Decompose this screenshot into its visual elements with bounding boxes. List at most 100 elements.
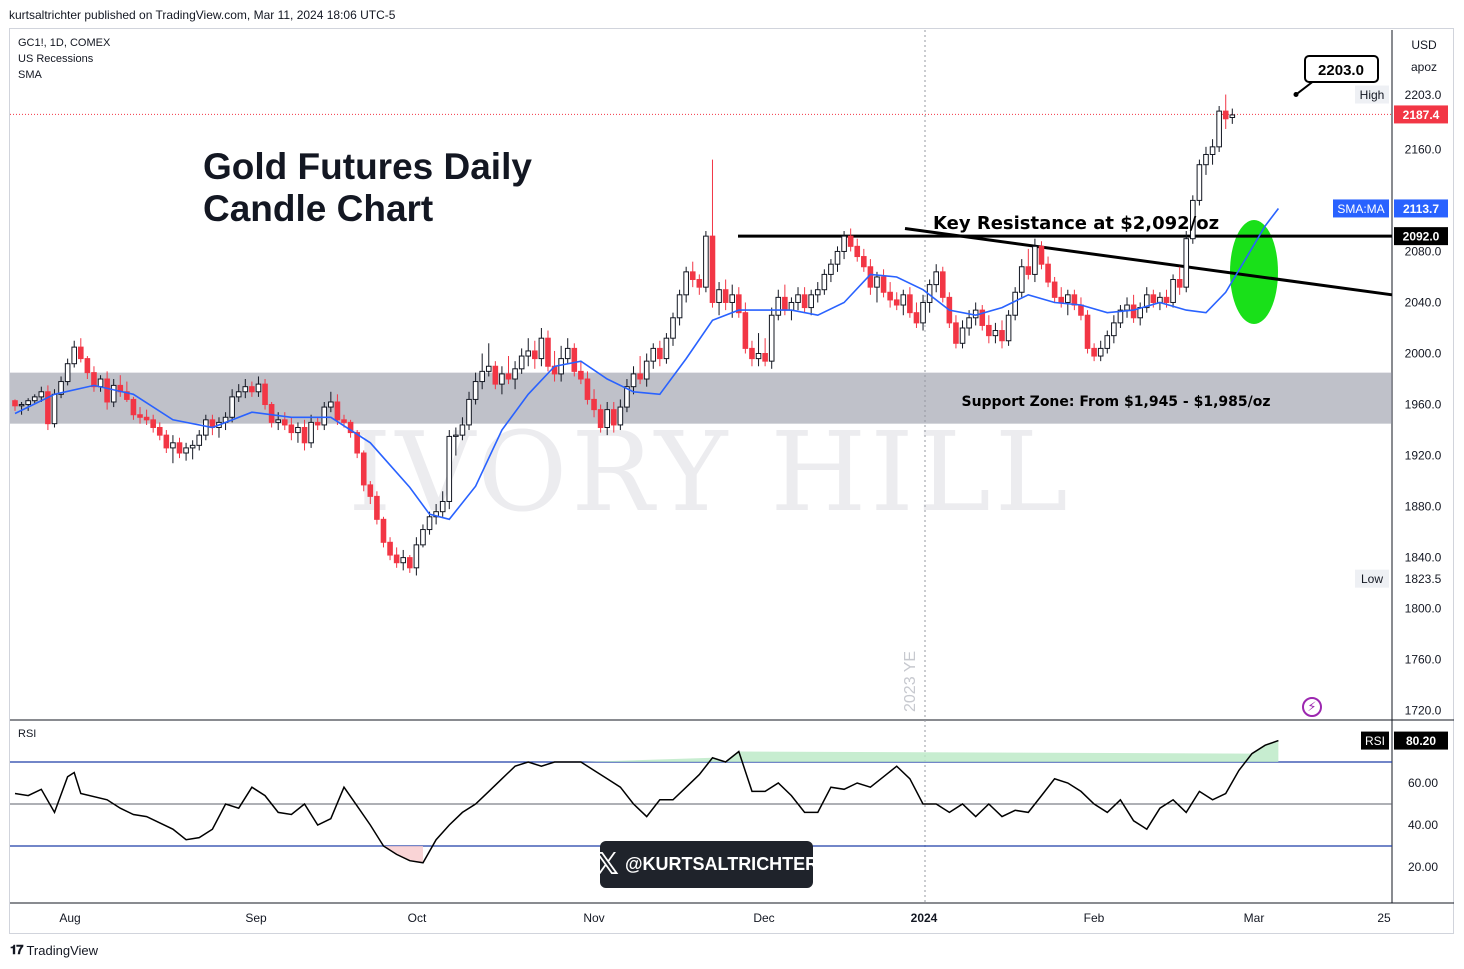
candle-body — [347, 421, 354, 434]
candle-body — [782, 296, 788, 311]
candle-body — [834, 250, 841, 265]
candle-body — [1124, 304, 1130, 311]
candle-body — [51, 393, 58, 425]
legend-sma[interactable]: SMA — [18, 69, 42, 81]
candle-body — [1045, 263, 1051, 283]
candle-body — [459, 424, 466, 436]
candle-body — [1222, 110, 1229, 120]
candle-body — [1143, 294, 1150, 309]
candle-body — [124, 391, 130, 400]
candle-body — [137, 414, 143, 418]
breakout-highlight — [1230, 220, 1278, 324]
candle-body — [499, 373, 505, 385]
rsi-value-badge — [1394, 731, 1448, 750]
candle-body — [1229, 114, 1236, 118]
candle-body — [328, 401, 334, 408]
unit-label[interactable]: apoz — [1410, 60, 1438, 74]
legend-symbol[interactable]: GC1!, 1D, COMEX — [18, 37, 111, 49]
candle-body — [354, 432, 360, 454]
candle-body — [953, 322, 959, 344]
candle-body — [913, 312, 920, 324]
candle-body — [1065, 294, 1071, 303]
candle-body — [91, 372, 97, 388]
candle-body — [334, 401, 341, 421]
candle-body — [880, 276, 887, 293]
rsi-value: 80.20 — [1406, 734, 1436, 748]
candle-body — [314, 421, 321, 426]
candle-body — [242, 386, 249, 393]
candle-body — [584, 378, 591, 400]
candle-body — [439, 500, 446, 513]
y-tick-label: 2160.0 — [1405, 142, 1442, 156]
candle-body — [485, 365, 492, 372]
resistance-value: 2092.0 — [1403, 230, 1440, 244]
candles — [12, 94, 1236, 576]
candle-body — [1183, 238, 1190, 288]
rsi-oversold-fill — [383, 846, 423, 863]
candle-body — [84, 358, 91, 374]
y-tick-label: 1760.0 — [1405, 653, 1442, 667]
candle-body — [12, 400, 18, 407]
candle-body — [97, 378, 104, 388]
candle-body — [38, 391, 45, 398]
candle-body — [64, 363, 71, 383]
candle-body — [637, 373, 643, 380]
candle-body — [1038, 245, 1045, 265]
rsi-title: RSI — [18, 728, 37, 740]
candle-body — [657, 347, 663, 360]
candle-body — [479, 370, 485, 383]
candle-body — [610, 409, 617, 426]
candle-body — [301, 426, 308, 444]
rsi-overbought-fill — [528, 740, 1279, 762]
candle-body — [360, 452, 367, 486]
legend-recessions[interactable]: US Recessions — [18, 53, 94, 65]
y-tick-label: 1960.0 — [1405, 398, 1442, 412]
currency-label[interactable]: USD — [1411, 38, 1437, 52]
candle-body — [400, 557, 407, 564]
candle-body — [492, 365, 499, 385]
candle-body — [518, 355, 525, 370]
candle-body — [1051, 281, 1058, 298]
candle-body — [939, 271, 946, 298]
rsi-name-badge — [1361, 731, 1389, 750]
candle-body — [275, 419, 281, 423]
footer-brand[interactable]: TradingView — [26, 942, 99, 958]
y-tick-label: 1840.0 — [1405, 551, 1442, 565]
candle-body — [604, 409, 611, 428]
candle-body — [1170, 279, 1176, 303]
candle-body — [887, 291, 893, 301]
lightning-icon[interactable]: ⚡ — [1302, 697, 1322, 717]
candle-body — [176, 442, 183, 454]
candle-body — [999, 330, 1005, 342]
candle-body — [676, 294, 683, 319]
candle-body — [1203, 153, 1209, 166]
trend-line — [904, 226, 1393, 297]
candle-body — [762, 353, 768, 362]
candle-body — [1012, 291, 1018, 316]
candle-body — [130, 398, 137, 416]
candle-body — [1209, 146, 1216, 155]
sma-line — [14, 208, 1280, 521]
candle-body — [920, 301, 926, 324]
candle-body — [1117, 309, 1124, 324]
candle-body — [512, 368, 518, 380]
candle-body — [203, 419, 209, 436]
tradingview-logo-icon: 𝟏𝟕 — [10, 942, 24, 957]
footer: 𝟏𝟕 TradingView — [10, 942, 98, 958]
chart-legend: GC1!, 1D, COMEX US Recessions SMA — [18, 35, 110, 83]
candle-body — [801, 294, 808, 309]
candle-body — [683, 271, 689, 296]
candle-body — [874, 276, 880, 288]
candle-body — [986, 324, 992, 337]
candle-body — [617, 406, 624, 426]
candle-body — [814, 289, 821, 296]
candle-body — [564, 347, 571, 360]
price-units[interactable]: USD apoz — [1394, 34, 1454, 78]
x-tick-label: Mar — [1244, 911, 1265, 925]
candle-body — [189, 444, 196, 449]
candle-body — [1150, 294, 1157, 303]
candle-body — [841, 235, 847, 252]
y-tick-label: 2000.0 — [1405, 347, 1442, 361]
chart-frame — [9, 28, 1454, 934]
